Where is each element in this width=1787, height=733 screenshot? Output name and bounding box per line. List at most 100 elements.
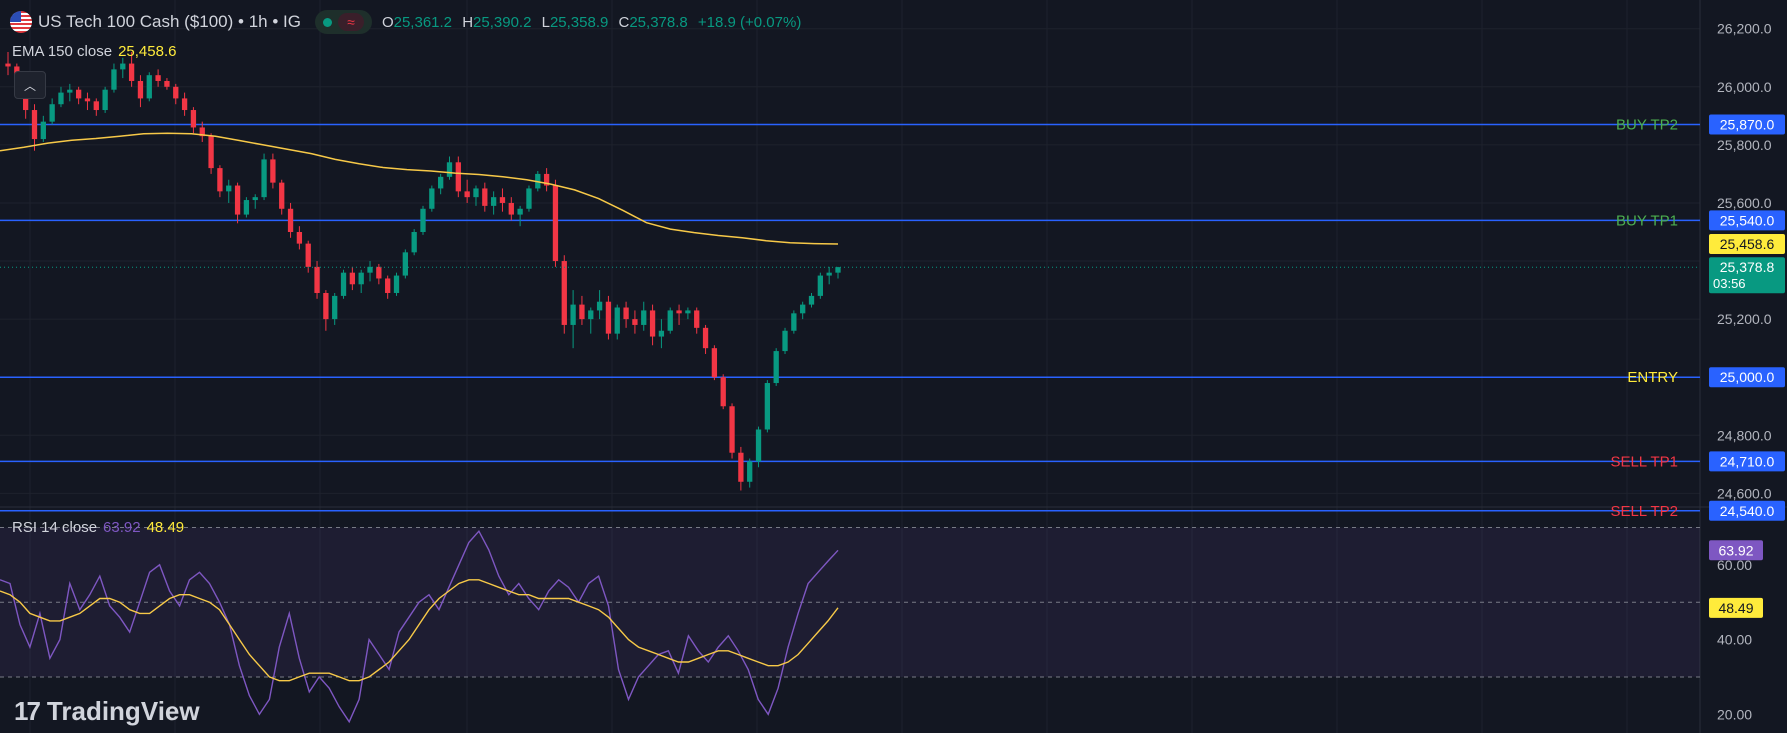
candle-body — [667, 310, 673, 331]
rsi-legend-value: 63.92 — [103, 519, 141, 536]
candle-body — [385, 278, 391, 293]
candle-body — [358, 272, 364, 285]
candle-body — [323, 292, 329, 320]
candle-body — [570, 304, 576, 325]
rsi-ma-tag — [1709, 597, 1763, 618]
candle-body — [738, 452, 744, 482]
level-tag — [1709, 451, 1785, 472]
price-axis-tick: 24,800.0 — [1717, 427, 1772, 443]
ema-legend[interactable]: EMA 150 close 25,458.6 — [12, 43, 176, 60]
candle-body — [800, 304, 806, 314]
candle-body — [446, 162, 453, 177]
open-value: 25,361.2 — [393, 13, 453, 31]
ema-legend-label: EMA 150 close — [12, 43, 113, 60]
candle-body — [243, 200, 250, 215]
level-tag — [1709, 114, 1785, 135]
candle-body — [31, 110, 38, 140]
candle-body — [464, 191, 470, 198]
level-tag-value: 25,870.0 — [1720, 117, 1775, 133]
candle-body — [526, 188, 532, 209]
candle-body — [755, 429, 762, 462]
price-axis-tick: 25,200.0 — [1717, 311, 1772, 327]
collapse-legend-button[interactable]: ︿ — [14, 71, 46, 99]
candle-body — [791, 313, 797, 331]
candle-body — [155, 75, 161, 81]
candle-body — [632, 319, 638, 325]
current-price-value: 25,378.8 — [1720, 259, 1775, 275]
candle-body — [279, 182, 285, 209]
level-label: ENTRY — [1627, 369, 1678, 386]
rsi-line — [0, 529, 839, 724]
candle-body — [764, 383, 771, 430]
bar-countdown: 03:56 — [1713, 276, 1746, 291]
candle-body — [641, 310, 647, 325]
candle-body — [181, 98, 188, 111]
close-key: C — [618, 13, 630, 31]
market-status-pill[interactable]: ≈ — [314, 10, 372, 34]
candle-body — [190, 110, 197, 128]
candle-body — [782, 330, 788, 352]
candle-body — [102, 89, 108, 111]
candle-body — [287, 208, 294, 233]
candle-body — [261, 159, 267, 198]
candle-body — [111, 69, 117, 90]
close-value: 25,378.8 — [629, 13, 688, 31]
candle-body — [729, 406, 735, 453]
level-label: BUY TP1 — [1616, 212, 1678, 229]
candle-body — [499, 197, 506, 203]
low-value: 25,358.9 — [549, 13, 609, 31]
candle-body — [226, 185, 232, 192]
chevron-up-icon: ︿ — [23, 78, 36, 93]
level-tag-value: 25,000.0 — [1720, 369, 1775, 385]
candle-body — [93, 101, 99, 111]
market-open-dot-icon — [322, 17, 332, 27]
candle-body — [614, 307, 620, 334]
level-label: SELL TP1 — [1610, 453, 1678, 470]
candle-body — [720, 377, 726, 407]
level-label: SELL TP2 — [1610, 503, 1678, 520]
candle-body — [482, 188, 488, 206]
candle-body — [429, 188, 435, 209]
rsi-axis-tick: 20.00 — [1717, 706, 1752, 722]
candle-body — [252, 197, 258, 201]
candle-body — [649, 310, 656, 337]
candle-body — [579, 304, 585, 320]
candle-body — [5, 63, 11, 67]
candle-body — [393, 275, 400, 293]
low-key: L — [541, 13, 550, 31]
candle-body — [84, 98, 91, 102]
high-key: H — [462, 13, 474, 31]
candle-body — [67, 89, 73, 93]
candle-body — [605, 301, 612, 334]
tradingview-brand[interactable]: 17 TradingView — [14, 696, 200, 727]
candle-body — [146, 75, 152, 99]
rsi-legend[interactable]: RSI 14 close 63.92 48.49 — [12, 519, 184, 536]
level-tag — [1709, 500, 1785, 521]
current-price-tag — [1709, 257, 1785, 294]
candle-body — [120, 63, 126, 70]
candle-body — [658, 330, 665, 337]
candle-body — [588, 310, 594, 320]
candle-body — [773, 351, 779, 384]
candle-body — [835, 267, 841, 273]
candle-body — [23, 89, 29, 111]
price-axis-tick: 24,600.0 — [1717, 485, 1772, 501]
tradingview-logo-icon: 17 — [14, 696, 41, 726]
level-tag-value: 25,540.0 — [1720, 212, 1775, 228]
candle-body — [217, 168, 223, 192]
candle-body — [438, 176, 444, 189]
candle-body — [490, 197, 497, 206]
candle-body — [420, 208, 426, 233]
candle-body — [367, 266, 373, 273]
candle-body — [128, 63, 135, 81]
candle-body — [685, 310, 691, 314]
candle-body — [817, 275, 823, 296]
candle-body — [234, 185, 241, 215]
candle-body — [173, 86, 179, 99]
symbol-title[interactable]: US Tech 100 Cash ($100) • 1h • IG — [38, 12, 301, 31]
us-flag-icon — [10, 11, 32, 33]
candle-body — [623, 307, 629, 320]
rsi-legend-label: RSI 14 close — [12, 519, 98, 536]
candle-body — [270, 159, 276, 183]
